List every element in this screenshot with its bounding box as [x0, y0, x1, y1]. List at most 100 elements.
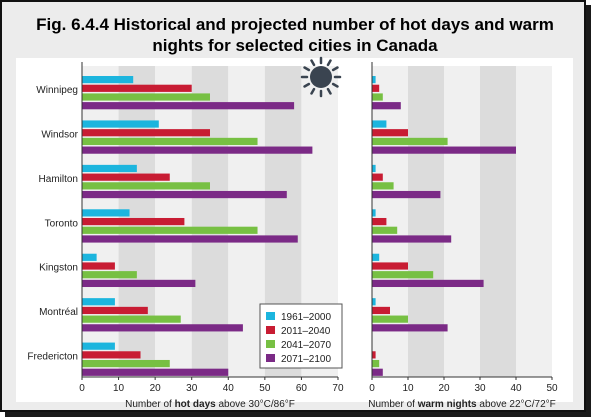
bar-toronto-1 — [82, 217, 185, 226]
bar-toronto-0 — [82, 209, 130, 217]
bar-hamilton-1 — [372, 173, 383, 181]
bar-hamilton-2 — [82, 182, 210, 190]
category-label: Winnipeg — [36, 85, 78, 96]
legend-swatch — [266, 340, 275, 348]
category-label: Windsor — [41, 129, 78, 140]
x-tick-label: 30 — [474, 383, 486, 394]
bar-hamilton-3 — [372, 190, 441, 199]
x-tick-label: 40 — [223, 383, 235, 394]
bar-hamilton-3 — [82, 190, 287, 199]
bar-winnipeg-1 — [82, 84, 192, 92]
category-label: Montréal — [39, 307, 78, 318]
category-label: Toronto — [45, 218, 79, 229]
bar-fredericton-3 — [82, 368, 229, 376]
bar-kingston-0 — [372, 253, 380, 261]
chart-title: Fig. 6.4.4 Historical and projected numb… — [2, 14, 588, 56]
chart-title-line-2: nights for selected cities in Canada — [152, 36, 438, 55]
x-tick-label: 0 — [79, 383, 85, 394]
bar-hamilton-2 — [372, 182, 394, 190]
grid-band — [444, 66, 480, 377]
x-tick-label: 30 — [186, 383, 198, 394]
bar-fredericton-0 — [82, 342, 115, 350]
bar-fredericton-3 — [372, 368, 383, 376]
x-tick-label: 50 — [259, 383, 271, 394]
bar-kingston-3 — [82, 279, 196, 288]
legend-label: 1961–2000 — [281, 312, 331, 323]
legend-swatch — [266, 326, 275, 334]
x-tick-label: 20 — [150, 383, 162, 394]
bar-kingston-3 — [372, 279, 484, 288]
category-label: Hamilton — [39, 174, 78, 185]
bar-fredericton-1 — [372, 351, 376, 359]
category-label: Fredericton — [27, 352, 78, 363]
sun-ray — [303, 66, 311, 72]
sun-ray — [310, 59, 316, 67]
legend: 1961–2000 2011–2040 2041–2070 2071–2100 — [259, 303, 343, 369]
bar-toronto-3 — [82, 235, 298, 243]
x-axis-label: Number of hot days above 30°C/86°F — [125, 399, 295, 410]
figure-frame: Fig. 6.4.4 Historical and projected numb… — [0, 0, 586, 412]
bar-winnipeg-1 — [372, 84, 380, 92]
bar-kingston-2 — [82, 271, 137, 279]
x-tick-label: 70 — [332, 383, 344, 394]
x-tick-label: 60 — [296, 383, 308, 394]
bar-montral-1 — [82, 306, 148, 315]
bar-toronto-0 — [372, 209, 376, 217]
x-tick-label: 10 — [113, 383, 125, 394]
hot-days-chart: Winnipeg Windsor Hamilton Toronto Kingston Mo… — [27, 62, 344, 410]
chart-title-line-1: Fig. 6.4.4 Historical and projected numb… — [36, 15, 554, 34]
x-tick-label: 40 — [510, 383, 522, 394]
bar-toronto-1 — [372, 217, 387, 226]
x-axis-label: Number of warm nights above 22°C/72°F — [368, 399, 556, 410]
x-tick-label: 0 — [369, 383, 375, 394]
sun-ray — [331, 82, 339, 88]
sun-ray — [331, 66, 339, 72]
bar-windsor-2 — [372, 137, 448, 146]
sun-ray — [310, 87, 316, 95]
legend-label: 2041–2070 — [281, 340, 331, 351]
legend-label: 2011–2040 — [281, 326, 331, 337]
sun-ray — [326, 59, 332, 67]
bar-windsor-2 — [82, 137, 258, 146]
bar-windsor-0 — [82, 120, 159, 128]
bar-winnipeg-3 — [82, 102, 295, 110]
category-label: Kingston — [39, 263, 78, 274]
bar-montral-2 — [82, 315, 181, 323]
bar-hamilton-0 — [372, 164, 376, 173]
bar-montral-0 — [372, 298, 376, 306]
bar-hamilton-0 — [82, 164, 137, 173]
bar-windsor-1 — [372, 129, 408, 137]
bar-montral-3 — [82, 324, 243, 332]
bar-fredericton-2 — [372, 359, 380, 368]
sun-icon — [300, 56, 342, 98]
bar-kingston-1 — [372, 262, 408, 270]
bar-fredericton-2 — [82, 359, 170, 368]
bar-winnipeg-2 — [82, 93, 210, 101]
bar-windsor-3 — [372, 146, 516, 154]
grid-band — [480, 66, 516, 377]
bar-windsor-3 — [82, 146, 313, 154]
bar-hamilton-1 — [82, 173, 170, 181]
bar-kingston-0 — [82, 253, 97, 261]
bar-toronto-2 — [82, 226, 258, 234]
bar-winnipeg-2 — [372, 93, 383, 101]
bar-kingston-1 — [82, 262, 115, 270]
x-tick-label: 20 — [438, 383, 450, 394]
sun-ray — [303, 82, 311, 88]
warm-nights-chart: 0 10 20 30 40 50 Number of warm nights above 2… — [368, 62, 558, 410]
bar-winnipeg-0 — [82, 76, 134, 84]
bar-fredericton-1 — [82, 351, 141, 359]
bar-toronto-2 — [372, 226, 398, 234]
legend-label: 2071–2100 — [281, 354, 331, 365]
bar-windsor-0 — [372, 120, 387, 128]
legend-swatch — [266, 354, 275, 362]
legend-swatch — [266, 312, 275, 320]
bar-montral-0 — [82, 298, 115, 306]
bar-montral-1 — [372, 306, 390, 315]
grid-band — [516, 66, 552, 377]
bar-toronto-3 — [372, 235, 452, 243]
bar-windsor-1 — [82, 129, 210, 137]
x-tick-label: 10 — [402, 383, 414, 394]
x-tick-label: 50 — [546, 383, 558, 394]
bar-winnipeg-3 — [372, 102, 401, 110]
